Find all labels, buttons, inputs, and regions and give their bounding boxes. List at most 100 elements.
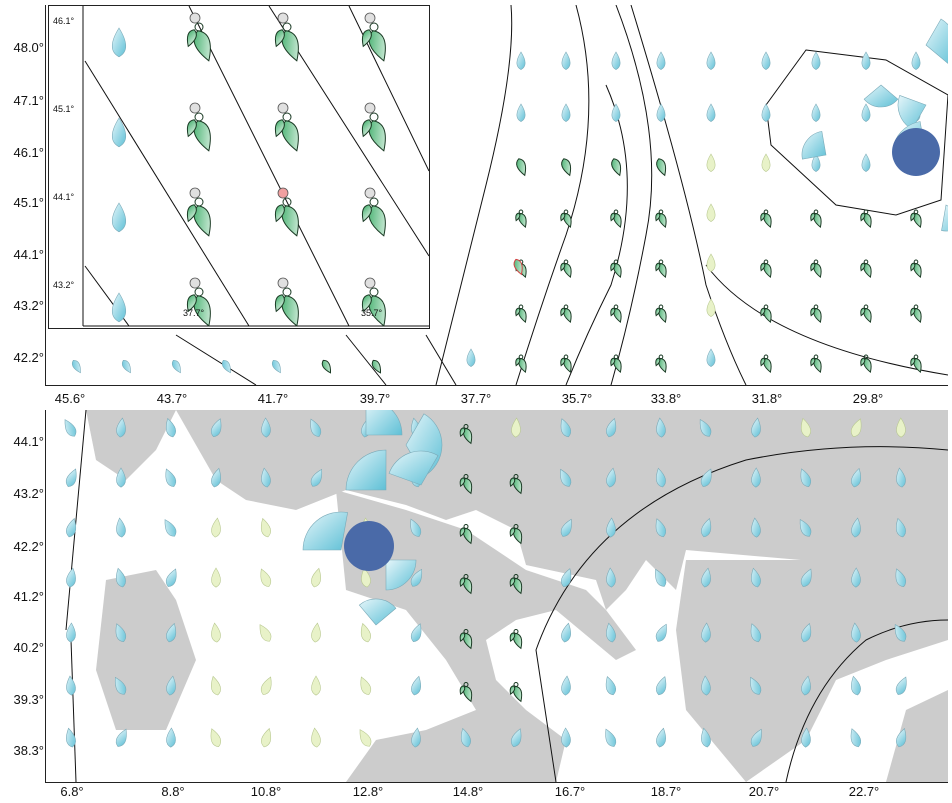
glyph-marker — [361, 29, 372, 48]
glyph-loop — [463, 682, 469, 687]
glyph-marker — [111, 292, 127, 323]
inset-map-canvas[interactable] — [49, 6, 429, 328]
location-marker[interactable] — [344, 521, 394, 571]
inset-map[interactable]: 46.1° 45.1° 44.1° 43.2° 37.7° 35.7° — [48, 5, 430, 329]
glyph-marker — [760, 212, 766, 222]
top-map-canvas[interactable] — [46, 5, 948, 385]
glyph-loop — [513, 629, 519, 634]
glyph-marker — [210, 675, 221, 696]
glyph-loop — [194, 22, 204, 32]
glyph-loop — [282, 197, 292, 207]
sector-glyph — [388, 450, 439, 486]
top-y-tick: 47.1° — [13, 93, 44, 108]
glyph-marker — [560, 418, 572, 438]
bottom-x-tick: 14.8° — [452, 784, 484, 799]
sector-glyph — [863, 84, 899, 108]
glyph-loop — [518, 304, 524, 310]
glyph-marker — [706, 298, 716, 317]
glyph-marker — [910, 357, 916, 367]
glyph-center — [277, 12, 289, 24]
glyph-marker — [861, 51, 871, 70]
glyph-marker — [861, 153, 871, 172]
top-x-tick: 39.7° — [359, 391, 391, 406]
glyph-loop — [194, 197, 204, 207]
bottom-x-tick: 8.8° — [161, 784, 185, 799]
glyph-loop — [658, 304, 664, 310]
glyph-marker — [606, 467, 616, 488]
glyph-marker — [860, 307, 866, 317]
glyph-loop — [194, 112, 204, 122]
glyph-marker — [561, 51, 571, 70]
glyph-center — [189, 187, 201, 199]
boundary-line — [65, 410, 87, 631]
glyph-marker — [115, 623, 127, 643]
inset-contour — [188, 6, 350, 327]
glyph-marker — [810, 262, 816, 272]
glyph-marker — [64, 419, 77, 437]
bottom-map-canvas[interactable] — [46, 410, 948, 782]
glyph-loop — [763, 354, 769, 360]
glyph-loop — [913, 209, 919, 215]
glyph-loop — [913, 354, 919, 360]
glyph-marker — [811, 103, 821, 122]
glyph-loop — [463, 629, 469, 634]
glyph-marker — [274, 204, 285, 223]
glyph-marker — [560, 468, 572, 487]
glyph-marker — [606, 622, 616, 643]
glyph-marker — [761, 103, 771, 122]
sector-glyph — [302, 511, 348, 551]
boundary-line — [70, 639, 77, 782]
glyph-center — [364, 102, 376, 114]
location-marker[interactable] — [892, 128, 940, 176]
glyph-marker — [895, 568, 907, 587]
glyph-marker — [860, 262, 866, 272]
glyph-marker — [896, 727, 907, 748]
top-x-tick: 45.6° — [54, 391, 86, 406]
glyph-marker — [516, 103, 526, 122]
top-x-tick: 43.7° — [156, 391, 188, 406]
bottom-map-panel[interactable] — [45, 410, 948, 783]
glyph-marker — [210, 728, 222, 748]
glyph-center — [364, 277, 376, 289]
glyph-marker — [66, 675, 76, 696]
glyph-loop — [613, 304, 619, 310]
glyph-marker — [361, 567, 371, 588]
contour-line — [345, 334, 387, 385]
glyph-center — [364, 12, 376, 24]
glyph-marker — [410, 518, 422, 537]
glyph-marker — [186, 294, 197, 313]
contour-line — [175, 334, 257, 385]
glyph-marker — [760, 307, 766, 317]
glyph-marker — [606, 567, 616, 588]
glyph-marker — [811, 51, 821, 70]
bottom-y-tick: 40.2° — [13, 640, 44, 655]
glyph-marker — [115, 728, 127, 747]
glyph-marker — [894, 624, 907, 642]
glyph-marker — [459, 577, 466, 588]
glyph-marker — [260, 676, 272, 695]
glyph-loop — [513, 474, 519, 479]
bottom-x-tick: 6.8° — [60, 784, 84, 799]
glyph-marker — [701, 622, 711, 643]
glyph-loop — [563, 304, 569, 310]
glyph-marker — [411, 727, 421, 748]
glyph-marker — [66, 622, 76, 643]
glyph-loop — [563, 209, 569, 215]
glyph-marker — [321, 359, 332, 374]
glyph-loop — [513, 524, 519, 529]
glyph-marker — [811, 153, 821, 172]
glyph-marker — [361, 204, 372, 223]
glyph-marker — [800, 468, 812, 487]
glyph-marker — [760, 357, 766, 367]
inset-x-tick: 35.7° — [361, 308, 383, 318]
glyph-marker — [410, 568, 423, 587]
glyph-marker — [560, 262, 566, 272]
glyph-marker — [656, 103, 666, 122]
glyph-marker — [360, 622, 371, 643]
glyph-marker — [851, 622, 861, 643]
glyph-marker — [221, 360, 231, 374]
bottom-x-tick: 18.7° — [650, 784, 682, 799]
glyph-marker — [910, 212, 916, 222]
glyph-marker — [851, 567, 861, 588]
glyph-marker — [259, 624, 272, 642]
